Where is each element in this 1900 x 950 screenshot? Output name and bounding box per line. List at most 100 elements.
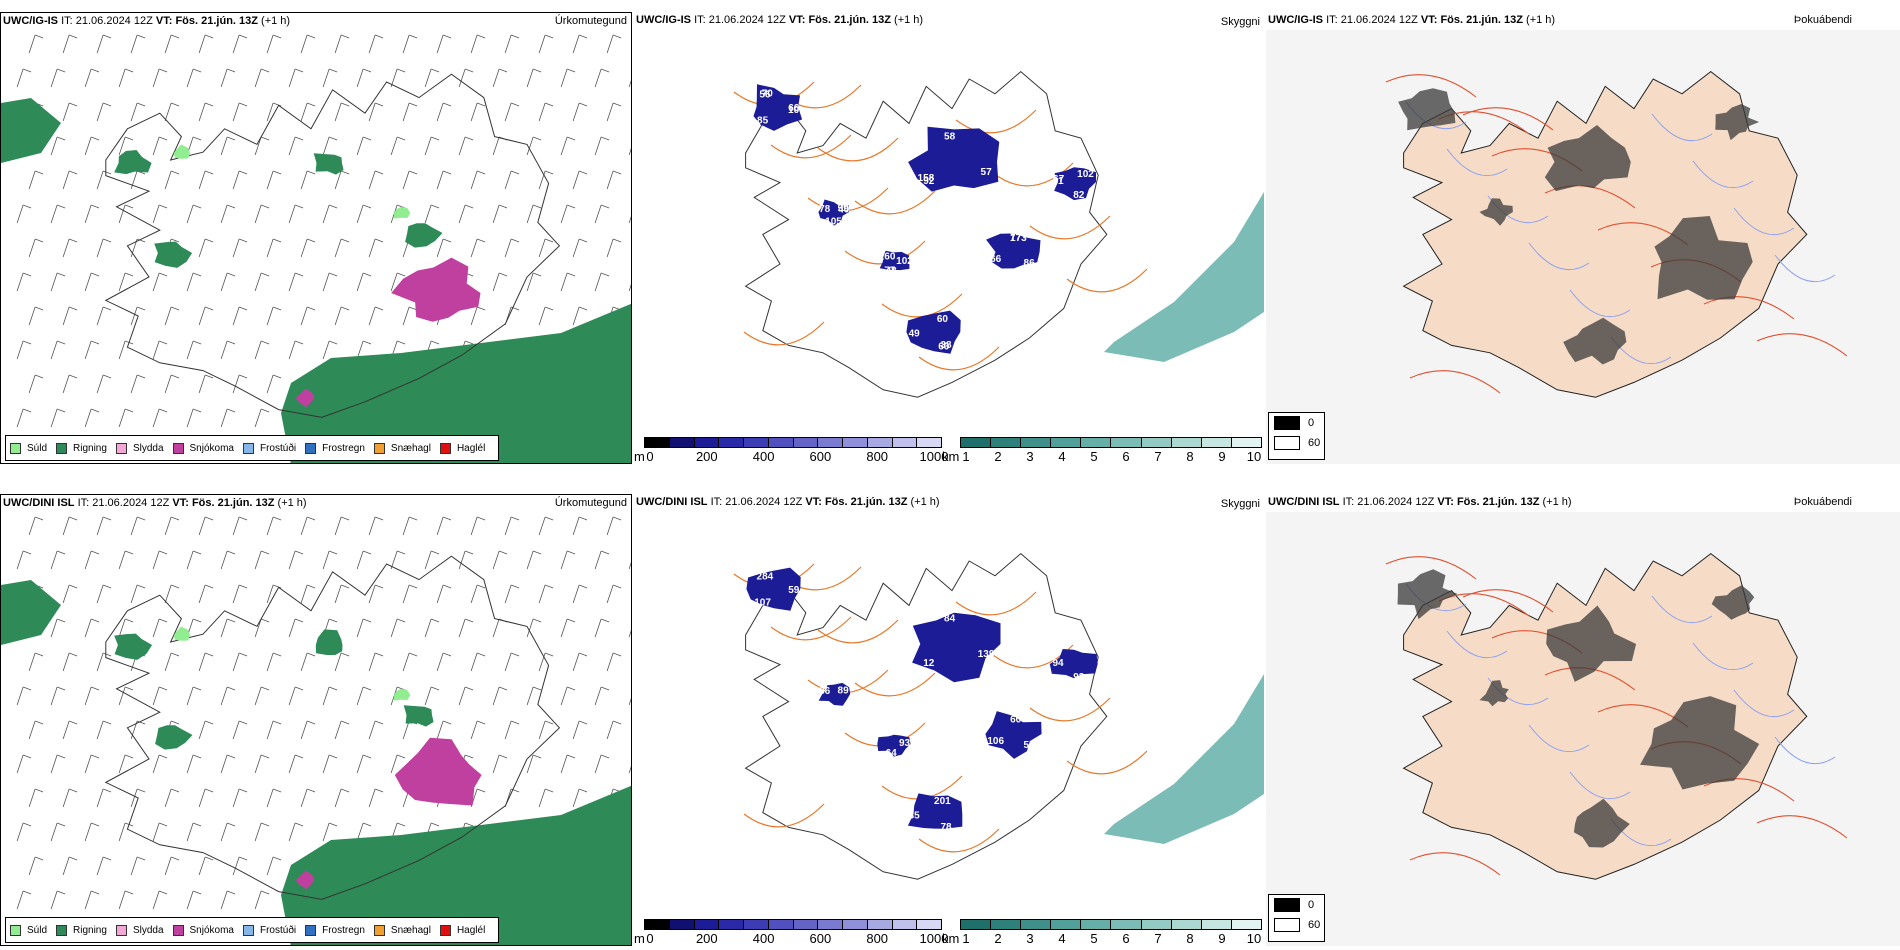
- wind-barb: [322, 822, 330, 842]
- wind-barb: [334, 238, 342, 258]
- wind-barb-flag: [362, 618, 372, 623]
- wind-barb-flag: [328, 340, 338, 345]
- wind-barb-flag: [136, 306, 146, 311]
- cloud-base-area: [1049, 649, 1098, 679]
- wind-barb-flag: [102, 238, 112, 243]
- cloud-base-label: 70: [762, 89, 774, 100]
- wind-barb-flag: [68, 34, 78, 39]
- wind-barb-flag: [192, 408, 202, 413]
- wind-barb-flag: [612, 238, 622, 243]
- wind-barb-flag: [158, 686, 168, 691]
- wind-barb-flag: [226, 408, 236, 413]
- wind-barb-flag: [328, 550, 338, 555]
- wind-barb: [84, 890, 92, 910]
- wind-barb-flag: [260, 136, 270, 141]
- wind-barb: [572, 516, 580, 536]
- wind-barb: [628, 562, 631, 570]
- wind-barb-flag: [464, 136, 474, 141]
- wind-barb: [368, 34, 376, 54]
- wind-barb-flag: [158, 890, 168, 895]
- legend-item: Snæhagl: [373, 442, 431, 454]
- cloud-base-area: [818, 682, 851, 706]
- wind-barb-flag: [532, 550, 542, 555]
- wind-barb: [232, 788, 240, 808]
- wind-barb: [198, 306, 206, 326]
- wind-barb: [390, 754, 398, 774]
- wind-barb-flag: [476, 306, 486, 311]
- wind-barb-flag: [68, 516, 78, 521]
- colorbar-swatch: [843, 438, 868, 447]
- wind-barb: [538, 34, 546, 54]
- legend-label: Frostúði: [259, 442, 297, 454]
- wind-barb: [470, 238, 478, 258]
- cloud-base-label: 284: [757, 571, 774, 582]
- cloud-base-label: 67: [1053, 174, 1065, 185]
- wind-barb-flag: [192, 204, 202, 209]
- wind-barb-flag: [340, 720, 350, 725]
- wind-barb-flag: [34, 238, 44, 243]
- wind-barb-flag: [136, 238, 146, 243]
- wind-barb-flag: [226, 890, 236, 895]
- wind-barb-flag: [272, 584, 282, 589]
- cloud-base-label: 40: [838, 205, 850, 216]
- colorbar-swatch: [744, 920, 769, 929]
- wind-barb-flag: [430, 340, 440, 345]
- wind-barb-flag: [430, 550, 440, 555]
- legend-swatch: [305, 924, 317, 936]
- colorbar-strip: [644, 919, 942, 930]
- wind-barb-flag: [136, 584, 146, 589]
- wind-barb-flag: [56, 686, 66, 691]
- wind-barb-flag: [600, 272, 610, 277]
- wind-barb-flag: [124, 272, 134, 277]
- wind-barb-flag: [306, 238, 316, 243]
- legend-swatch: [115, 442, 127, 454]
- wind-barb-flag: [170, 374, 180, 379]
- wind-barb-flag: [238, 34, 248, 39]
- wind-barb: [96, 788, 104, 808]
- wind-barb: [96, 374, 104, 394]
- wind-barb-flag: [68, 374, 78, 379]
- wind-barb-flag: [260, 204, 270, 209]
- wind-barb-flag: [532, 68, 542, 73]
- wind-barb: [84, 68, 92, 88]
- wind-barb-flag: [22, 890, 32, 895]
- wind-barb-flag: [102, 720, 112, 725]
- wind-barb: [492, 686, 500, 706]
- wind-barb: [220, 408, 228, 428]
- wind-barb: [62, 102, 70, 122]
- cloud-base-area: [818, 199, 850, 226]
- legend-item: Súld: [10, 924, 47, 936]
- snow-cell: [295, 388, 315, 408]
- wind-barb: [152, 408, 160, 428]
- wind-barb-flag: [204, 516, 214, 521]
- cloud-base-label: 94: [1052, 658, 1064, 669]
- wind-barb: [152, 550, 160, 570]
- wind-barb: [84, 754, 92, 774]
- rain-cell: [313, 153, 344, 175]
- wind-barb: [186, 204, 194, 224]
- wind-barb-flag: [476, 516, 486, 521]
- legend-label: Haglél: [456, 442, 486, 454]
- wind-barb: [300, 584, 308, 604]
- wind-barb-flag: [600, 618, 610, 623]
- wind-barb-flag: [362, 272, 372, 277]
- legend-item: Frostregn: [305, 924, 365, 936]
- wind-barb-flag: [192, 136, 202, 141]
- wind-barb: [118, 136, 126, 156]
- wind-barb-flag: [294, 550, 304, 555]
- colorbar-swatch: [818, 438, 843, 447]
- wind-barb-flag: [442, 170, 452, 175]
- wind-barb: [164, 516, 172, 536]
- wind-barb: [288, 136, 296, 156]
- colorbar-swatch: [645, 438, 670, 447]
- wind-barb: [198, 856, 206, 876]
- wind-barb-flag: [226, 136, 236, 141]
- cloud-base-label: 106: [987, 736, 1004, 747]
- river: [1692, 160, 1754, 189]
- wind-barb: [322, 136, 330, 156]
- wind-barb-flag: [532, 686, 542, 691]
- wind-barb: [84, 136, 92, 156]
- wind-barb: [232, 170, 240, 190]
- legend-swatch: [1274, 436, 1300, 450]
- wind-barb-flag: [90, 340, 100, 345]
